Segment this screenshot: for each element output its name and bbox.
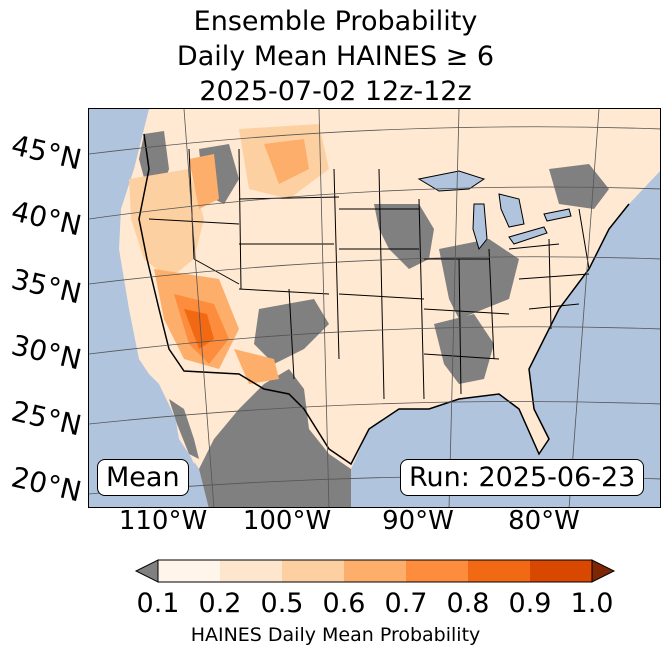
southeast-missing bbox=[434, 314, 494, 384]
colorbar-label: HAINES Daily Mean Probability bbox=[190, 624, 481, 646]
prob-nm-0.6 bbox=[234, 349, 279, 384]
colorbar-tick-label: 0.5 bbox=[260, 588, 304, 619]
lake-ontario bbox=[543, 208, 572, 222]
prob-west-0.5 bbox=[129, 169, 204, 279]
graticule bbox=[89, 109, 660, 507]
map-panel bbox=[88, 108, 661, 508]
lat-label-20: 20°N bbox=[8, 460, 85, 509]
colorbar-tick-label: 0.9 bbox=[508, 588, 552, 619]
colorbar-bins bbox=[158, 560, 593, 582]
colorbar-bin bbox=[158, 560, 221, 582]
colorbar-under-arrow bbox=[134, 559, 159, 583]
colorbar-tick-label: 0.1 bbox=[136, 588, 180, 619]
lake-huron bbox=[498, 193, 525, 228]
colorbar-tick-label: 0.6 bbox=[322, 588, 366, 619]
colorbar-bin bbox=[282, 560, 345, 582]
lat-label-30: 30°N bbox=[8, 328, 85, 377]
colorbar-bin bbox=[220, 560, 283, 582]
prob-sw-0.8 bbox=[184, 309, 214, 349]
colorbar-tick-label: 0.2 bbox=[198, 588, 242, 619]
midwest-missing-1 bbox=[374, 204, 434, 269]
colorbar-bin bbox=[468, 560, 531, 582]
mexico-coast-gray bbox=[169, 399, 199, 459]
colorbar-tick-label: 1.0 bbox=[570, 588, 614, 619]
colorbar-frame bbox=[157, 559, 593, 583]
lat-label-25: 25°N bbox=[8, 394, 85, 443]
colorbar-over-arrow bbox=[591, 559, 616, 583]
title-line-3: 2025-07-02 12z-12z bbox=[199, 76, 472, 107]
lat-label-35: 35°N bbox=[8, 262, 85, 311]
prob-montana-0.6 bbox=[264, 139, 309, 184]
colorbar-bin bbox=[530, 560, 593, 582]
lon-label-100: 100°W bbox=[242, 506, 332, 536]
lake-michigan bbox=[472, 203, 488, 251]
title-line-2: Daily Mean HAINES ≥ 6 bbox=[176, 41, 495, 72]
lon-label-90: 90°W bbox=[382, 506, 454, 536]
mean-label-box: Mean bbox=[97, 459, 189, 496]
colorbar-tick-label: 0.7 bbox=[384, 588, 428, 619]
colorbar-bin bbox=[344, 560, 407, 582]
mexico-missing-area bbox=[199, 369, 351, 507]
lon-label-80: 80°W bbox=[508, 506, 580, 536]
title-line-1: Ensemble Probability bbox=[193, 6, 478, 37]
lat-label-40: 40°N bbox=[8, 194, 85, 243]
lon-label-110: 110°W bbox=[118, 506, 208, 536]
lat-label-45: 45°N bbox=[8, 128, 85, 177]
us-outline bbox=[138, 133, 630, 466]
colorbar-tick-label: 0.8 bbox=[446, 588, 490, 619]
run-date-box: Run: 2025-06-23 bbox=[400, 459, 645, 496]
us-map bbox=[89, 109, 660, 507]
prob-idaho-0.6 bbox=[189, 154, 219, 209]
colorbar-bin bbox=[406, 560, 469, 582]
lake-erie bbox=[508, 226, 548, 245]
